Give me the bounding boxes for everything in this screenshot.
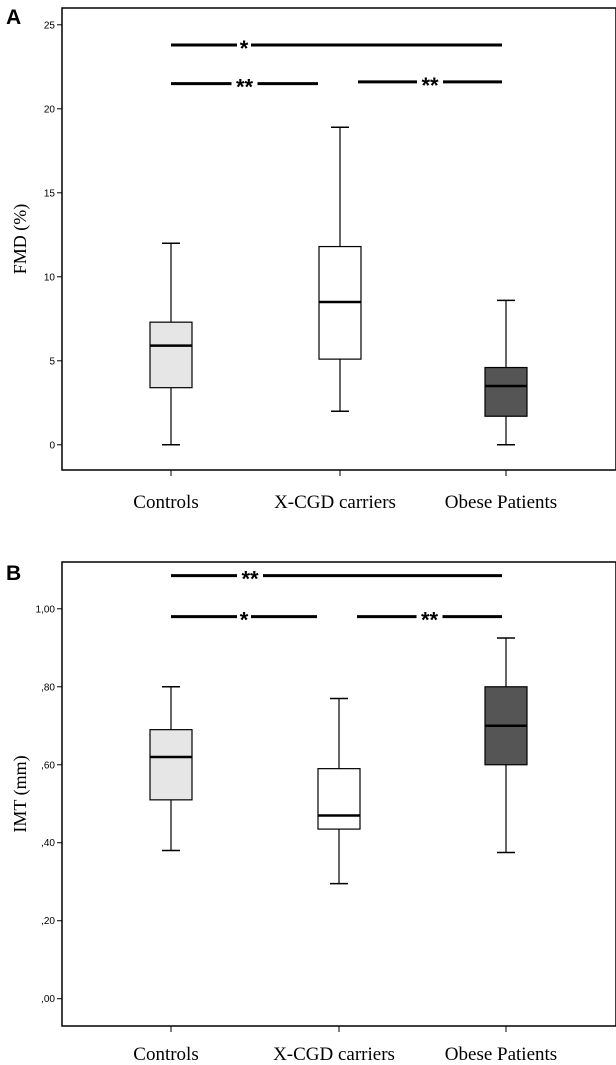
panel-letter: A (6, 6, 21, 29)
plot-frame (61, 7, 616, 471)
panel-a: A FMD (%) 0 5 10 15 20 25 Controls X-CGD carrie… (6, 6, 616, 513)
significance-label: ** (241, 567, 259, 592)
significance-gap (237, 613, 251, 620)
y-axis-label: FMD (%) (10, 204, 31, 275)
y-tick-label: 10 (44, 272, 56, 283)
y-tick-label: 25 (44, 20, 56, 31)
significance-gap (416, 613, 443, 620)
significance-label: ** (421, 73, 439, 98)
box (317, 768, 361, 830)
significance-label: ** (421, 608, 439, 633)
box (149, 321, 193, 389)
y-tick-label: 1,00 (36, 604, 56, 615)
y-tick-label: 20 (44, 104, 56, 115)
y-tick-label: ,20 (41, 916, 55, 927)
box (149, 729, 193, 801)
significance-gap (237, 572, 263, 579)
significance-label: * (240, 36, 249, 61)
panel-letter: B (6, 562, 21, 585)
significance-gap (237, 41, 251, 48)
x-tick-label: Obese Patients (445, 1044, 557, 1065)
significance-gap (417, 78, 443, 85)
y-tick-label: ,80 (41, 682, 55, 693)
y-axis-label: IMT (mm) (10, 755, 31, 832)
panel-b: B IMT (mm) ,00 ,20 ,40 ,60 ,80 1,00 Controls X-… (6, 561, 616, 1065)
x-tick-label: X-CGD carriers (273, 1044, 395, 1065)
significance-gap (231, 80, 258, 87)
x-tick-label: Obese Patients (445, 492, 557, 513)
x-tick-label: Controls (133, 1044, 198, 1065)
significance-label: ** (236, 75, 254, 100)
y-tick-label: ,00 (41, 994, 55, 1005)
y-tick-label: 5 (49, 356, 55, 367)
x-tick-label: Controls (133, 492, 198, 513)
box (484, 366, 528, 417)
x-tick-label: X-CGD carriers (274, 492, 396, 513)
y-tick-label: ,60 (41, 760, 55, 771)
y-tick-label: 15 (44, 188, 56, 199)
y-tick-label: ,40 (41, 838, 55, 849)
y-tick-label: 0 (49, 440, 55, 451)
significance-label: * (240, 608, 249, 633)
